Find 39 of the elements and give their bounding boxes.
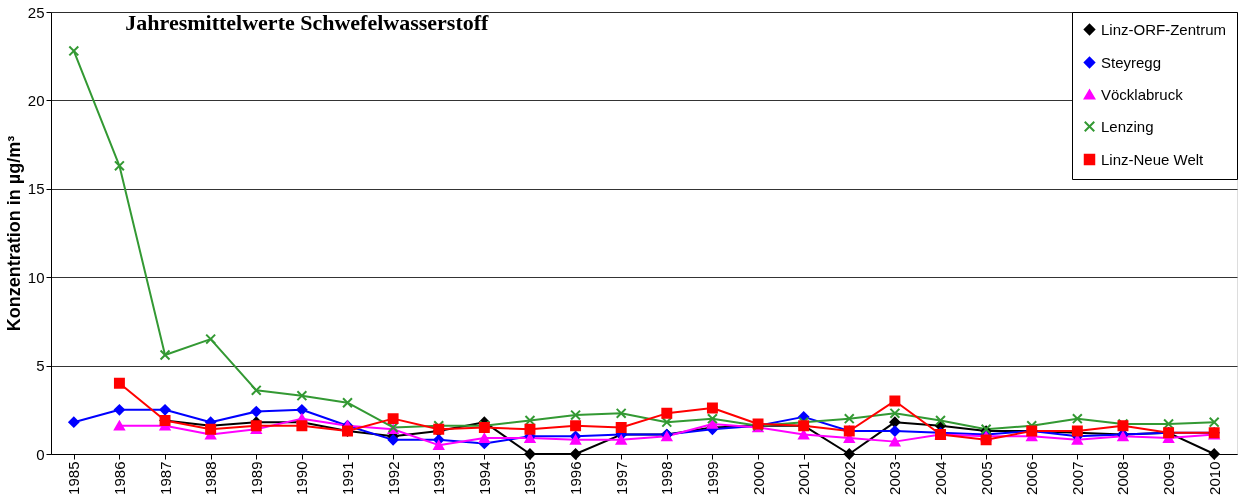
x-tick-label: 1991 [339, 461, 356, 495]
x-tick-label: 1995 [521, 461, 539, 495]
x-tick-label: 1992 [384, 461, 402, 495]
legend-label: Linz-Neue Welt [1101, 150, 1205, 168]
legend-label: Vöcklabruck [1101, 85, 1184, 103]
x-tick-label: 1985 [65, 461, 83, 495]
legend-label: Lenzing [1101, 117, 1154, 135]
y-tick-label: 20 [27, 91, 45, 109]
x-tick-label: 2005 [977, 461, 995, 495]
y-tick-label: 5 [36, 357, 45, 375]
x-tick-label: 1990 [293, 461, 311, 495]
x-tick-label: 1993 [430, 461, 448, 495]
x-tick-label: 2007 [1068, 461, 1086, 495]
x-tick-label: 2006 [1023, 461, 1041, 495]
y-tick-label: 15 [27, 180, 45, 198]
x-tick-label: 2002 [840, 461, 858, 495]
x-tick-label: 2001 [795, 461, 813, 495]
x-tick-label: 1999 [703, 461, 721, 495]
x-tick-label: 1997 [612, 461, 630, 495]
y-tick-label: 0 [36, 445, 45, 463]
x-tick-label: 1986 [110, 461, 128, 495]
y-tick-label: 25 [27, 3, 45, 21]
x-tick-label: 1994 [475, 461, 493, 495]
x-tick-label: 1989 [247, 461, 265, 495]
x-tick-label: 2008 [1114, 461, 1132, 495]
x-tick-label: 1996 [567, 461, 585, 495]
x-tick-label: 2009 [1160, 461, 1178, 495]
chart-title: Jahresmittelwerte Schwefelwasserstoff [125, 10, 490, 35]
x-tick-label: 2010 [1205, 461, 1223, 495]
x-tick-label: 2003 [886, 461, 904, 495]
y-tick-label: 10 [27, 268, 45, 286]
x-tick-label: 1998 [658, 461, 676, 495]
y-axis-title: Konzentration in µg/m³ [3, 135, 24, 332]
x-tick-label: 2000 [749, 461, 767, 495]
x-tick-label: 1988 [202, 461, 220, 495]
legend-label: Linz-ORF-Zentrum [1101, 20, 1227, 38]
legend-label: Steyregg [1101, 53, 1162, 71]
x-tick-label: 2004 [932, 461, 949, 495]
x-tick-label: 1987 [156, 461, 174, 495]
